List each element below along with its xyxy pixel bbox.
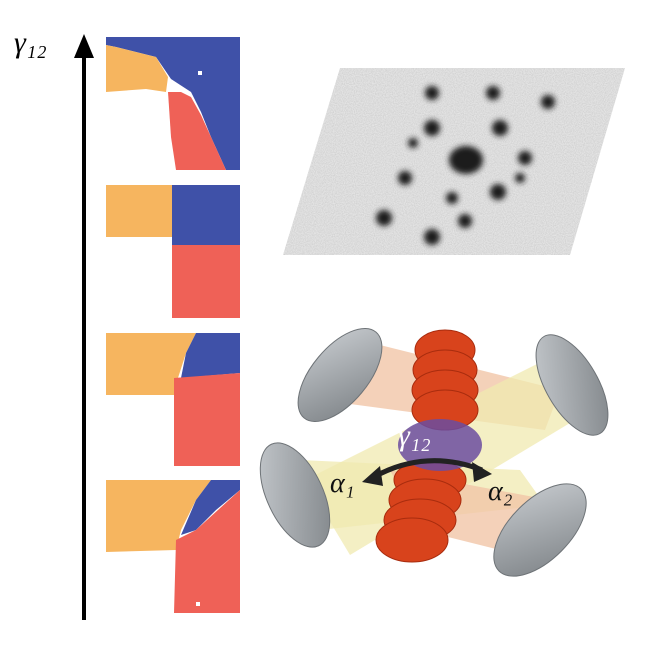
axis-label: γ₁₂	[14, 26, 47, 59]
axis-arrow	[74, 34, 94, 58]
lattice-setup: γ₁₂ α₁ α₂	[259, 327, 609, 577]
gamma-axis: γ₁₂	[14, 26, 94, 620]
phase-panel	[106, 185, 240, 318]
alpha2-label: α₂	[488, 476, 513, 507]
mirror	[259, 327, 609, 577]
lattice-sites	[375, 329, 479, 563]
atom-cloud	[398, 419, 482, 471]
phase-panel	[106, 480, 240, 613]
alpha1-label: α₁	[330, 468, 354, 499]
gamma-label: γ₁₂	[398, 419, 431, 452]
phase-panel	[106, 333, 240, 466]
angle-arrow	[370, 458, 483, 481]
phase-panel	[106, 37, 240, 170]
diffraction-image	[283, 68, 625, 255]
